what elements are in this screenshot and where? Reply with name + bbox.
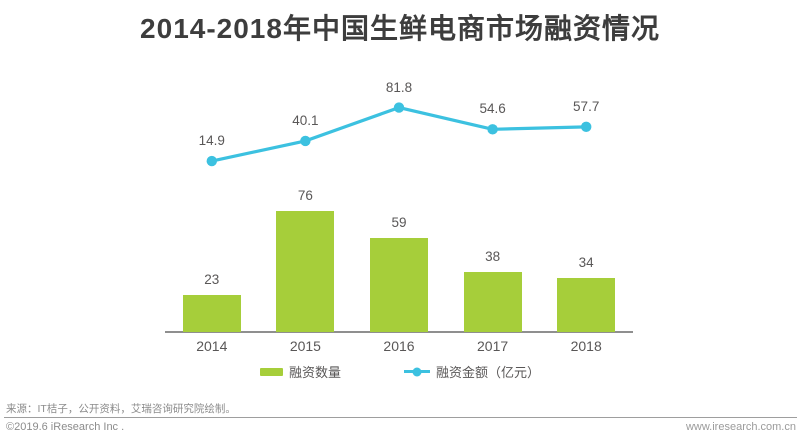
line-point-2015 — [300, 135, 311, 147]
footer-divider — [4, 417, 797, 418]
bar-2018 — [557, 278, 616, 332]
copyright-note: ©2019.6 iResearch Inc . — [6, 421, 125, 433]
bar-2015 — [276, 211, 335, 332]
line-point-2018 — [581, 121, 592, 133]
bar-value-label: 38 — [485, 249, 501, 264]
source-note: 来源：IT桔子，公开资料，艾瑞咨询研究院绘制。 — [6, 403, 236, 415]
legend-bar-label: 融资数量 — [288, 365, 341, 380]
bar-value-label: 76 — [297, 188, 313, 203]
line-value-label: 40.1 — [292, 112, 319, 128]
line-value-label: 54.6 — [479, 101, 506, 117]
x-tick-2015: 2015 — [289, 338, 321, 354]
x-tick-2018: 2018 — [570, 338, 602, 354]
bar-value-label: 34 — [578, 255, 594, 270]
bar-value-label: 59 — [391, 215, 407, 230]
website-text: www.iresearch.com.cn — [685, 421, 796, 433]
line-point-2014 — [206, 155, 217, 167]
line-value-label: 57.7 — [573, 98, 600, 114]
line-dot-icon — [412, 367, 422, 376]
x-tick-2017: 2017 — [477, 338, 509, 354]
line-value-label: 14.9 — [198, 133, 225, 149]
line-point-2017 — [487, 124, 498, 135]
x-tick-2016: 2016 — [383, 338, 415, 354]
legend-item-line: 融资金额（亿元） — [404, 362, 540, 381]
line-swatch-icon — [404, 367, 430, 376]
x-tick-2014: 2014 — [196, 338, 228, 354]
legend-item-bar: 融资数量 — [259, 362, 341, 381]
line-value-label: 81.8 — [385, 79, 413, 95]
bar-swatch-icon — [259, 367, 283, 376]
legend: 融资数量 融资金额（亿元） — [0, 362, 800, 381]
bar-2016 — [370, 238, 428, 332]
line-point-2016 — [393, 102, 405, 113]
bar-value-label: 23 — [204, 272, 220, 287]
chart-title: 2014-2018年中国生鲜电商市场融资情况 — [140, 13, 660, 44]
legend-line-label: 融资金额（亿元） — [436, 365, 541, 380]
bar-2014 — [182, 295, 241, 332]
bar-2017 — [463, 272, 522, 332]
